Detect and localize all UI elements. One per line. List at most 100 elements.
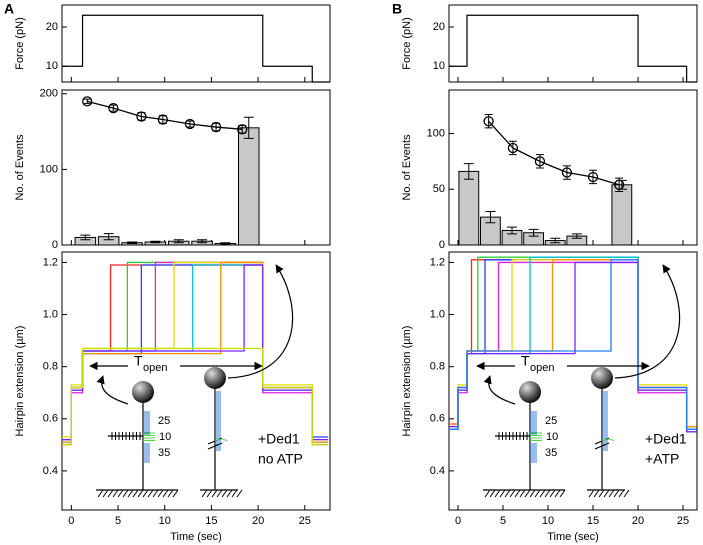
extension-trace: [449, 261, 697, 433]
hatch: [122, 489, 129, 498]
data-point: [613, 179, 625, 190]
annotation: 10: [159, 431, 171, 443]
x-tick-label: 10: [159, 515, 171, 527]
subplot: Hairpin extension (µm) 0.4 0.6 0.8 1.0 1.2 0 5 1…: [14, 251, 331, 543]
y-tick-label: 10: [433, 60, 445, 72]
condition-note: +Ded1: [258, 431, 300, 447]
data-point: [561, 167, 573, 178]
error-bar: [528, 228, 539, 237]
subplot: No. of Events 0 100 200: [14, 88, 331, 251]
y-tick-label: 0.6: [43, 413, 58, 425]
hatch: [588, 489, 595, 498]
y-tick-label: 0.4: [43, 465, 58, 477]
x-tick-label: 15: [205, 515, 217, 527]
hatch: [618, 489, 625, 498]
error-bar: [185, 120, 194, 128]
x-tick-label: 20: [632, 515, 644, 527]
hatch: [534, 489, 541, 498]
extension-trace: [62, 347, 329, 446]
x-tick-label: 15: [587, 515, 599, 527]
hatch: [504, 489, 511, 498]
curved-arrow: [483, 375, 516, 405]
data-point: [157, 114, 169, 125]
y-tick-label: 0.6: [430, 413, 445, 425]
x-tick-label: 5: [115, 515, 121, 527]
y-axis-label: Hairpin extension (µm): [401, 326, 413, 437]
extension-trace: [449, 256, 697, 433]
bar: [237, 127, 260, 246]
y-tick-label: 200: [40, 88, 58, 100]
y-tick-label: 10: [46, 60, 58, 72]
condition-note: +Ded1: [645, 431, 687, 447]
x-axis-label: Time (sec): [547, 531, 599, 543]
y-tick-label: 0.8: [430, 361, 445, 373]
bar: [458, 170, 480, 246]
x-tick-label: 25: [677, 515, 689, 527]
extension-trace: [449, 259, 697, 430]
plot-frame: [61, 89, 331, 246]
panel-label: A: [4, 1, 14, 17]
fit-curve: [488, 120, 620, 186]
hatch: [152, 489, 159, 498]
y-axis-label: Force (pN): [14, 17, 26, 70]
curved-arrow: [96, 375, 129, 405]
hatch: [554, 489, 561, 498]
x-tick-label: 20: [252, 515, 264, 527]
error-bar: [550, 237, 561, 244]
y-tick-label: 1.0: [430, 308, 445, 320]
hatch: [97, 489, 104, 498]
y-tick-label: 1.0: [43, 308, 58, 320]
hatch: [167, 489, 174, 498]
error-bar: [243, 116, 254, 139]
annotation: 35: [158, 447, 170, 459]
plot-frame: [61, 251, 331, 511]
hatch: [539, 489, 546, 498]
data-point: [184, 118, 196, 130]
hatch: [172, 489, 179, 498]
hatch: [162, 489, 169, 498]
data-point: [108, 102, 119, 114]
y-tick-label: 50: [433, 183, 445, 195]
data-point: [210, 121, 222, 133]
interval-label-sub: open: [143, 362, 167, 374]
curved-arrow: [227, 264, 294, 379]
error-bar: [571, 233, 582, 239]
error-bar: [83, 98, 92, 105]
y-axis-label: No. of Events: [401, 134, 413, 201]
error-bar: [173, 239, 184, 244]
extension-trace: [449, 256, 697, 430]
y-axis-label: Hairpin extension (µm): [14, 326, 26, 437]
hatch: [137, 489, 144, 498]
label-bg: [515, 356, 567, 374]
extension-trace: [449, 259, 697, 430]
hatch: [221, 489, 228, 498]
subplot: Hairpin extension (µm) 0.4 0.6 0.8 1.0 1.2 0 5 1…: [401, 251, 698, 543]
hatch: [514, 489, 521, 498]
y-axis-label: No. of Events: [14, 134, 26, 201]
extension-trace: [449, 259, 697, 433]
subplot: No. of Events 0 50 100: [401, 89, 698, 251]
hatch: [226, 489, 233, 498]
hatch: [127, 489, 134, 498]
open-strand: [214, 438, 228, 442]
annotation: 35: [545, 447, 557, 459]
hatch: [529, 489, 536, 498]
plot-frame: [448, 251, 698, 511]
hatch: [236, 489, 243, 498]
hatch: [201, 489, 208, 498]
data-point: [136, 111, 147, 122]
hatch: [107, 489, 114, 498]
hatch: [216, 489, 223, 498]
error-bar: [103, 233, 114, 241]
y-tick-label: 100: [427, 127, 445, 139]
error-bar: [150, 240, 161, 244]
y-tick-label: 1.2: [430, 256, 445, 268]
plot-frame: [61, 4, 331, 83]
hatch: [549, 489, 556, 498]
bar: [611, 184, 633, 246]
panel-label: B: [392, 1, 402, 17]
curved-arrow: [614, 264, 681, 379]
